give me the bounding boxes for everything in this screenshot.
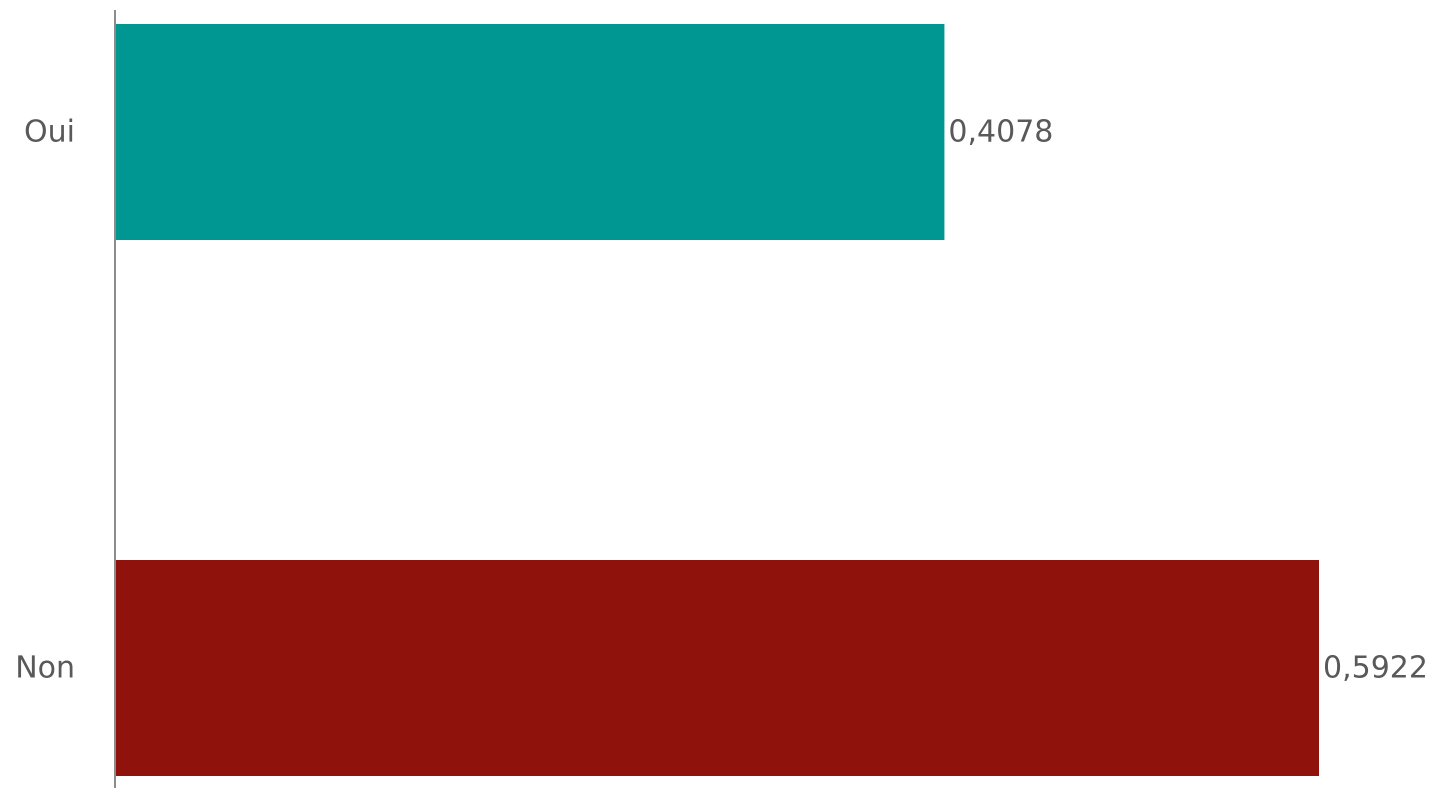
category-label-oui: Oui xyxy=(24,115,75,150)
labels-layer: Oui 0,4078 Non 0,5922 xyxy=(15,115,1428,686)
bars-layer xyxy=(116,24,1319,776)
data-label-oui: 0,4078 xyxy=(948,115,1053,150)
bar-oui xyxy=(116,24,945,240)
category-label-non: Non xyxy=(15,651,75,686)
bar-non xyxy=(116,560,1319,776)
data-label-non: 0,5922 xyxy=(1323,651,1428,686)
